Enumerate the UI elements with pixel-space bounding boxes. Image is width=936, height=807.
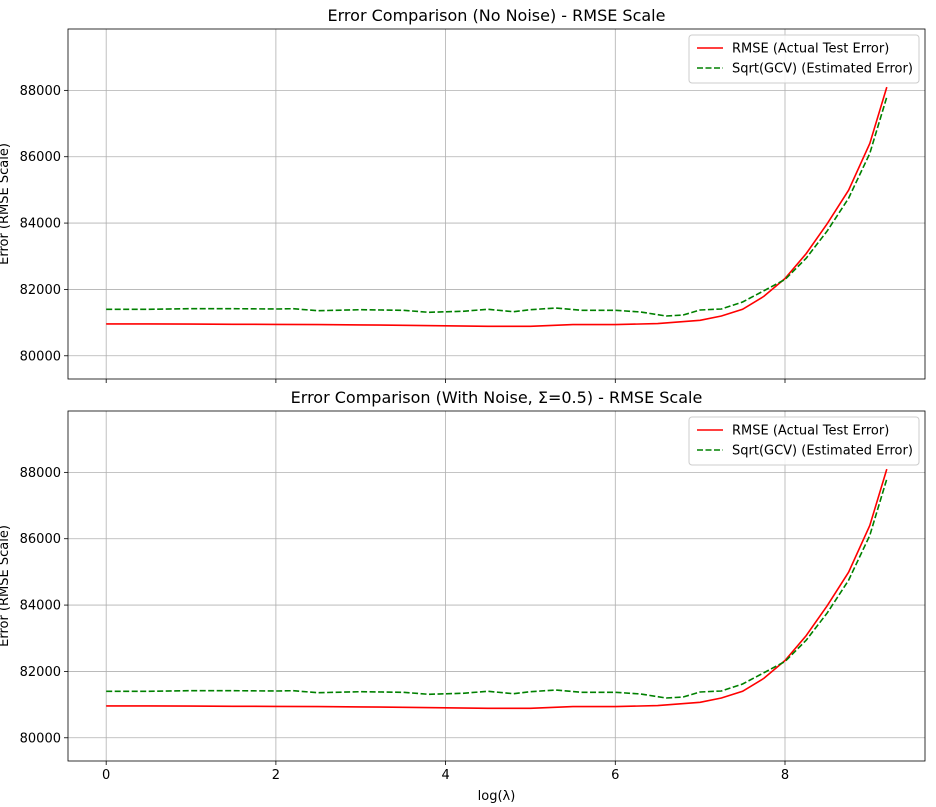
chart-0-legend-label-0: RMSE (Actual Test Error): [732, 42, 889, 57]
chart-1-y-tick-label-2: 84000: [20, 599, 61, 614]
chart-1-x-tick-label-4: 8: [781, 768, 789, 783]
chart-1-series-line-0: [106, 468, 888, 710]
chart-panel-no-noise: 80000 82000 84000 86000 88000 Error Compariso…: [0, 6, 926, 383]
chart-1-x-axis-label: log(λ): [478, 789, 516, 804]
chart-1-y-tick-label-3: 86000: [20, 532, 61, 547]
chart-1-y-tick-label-4: 88000: [20, 466, 61, 481]
chart-1-legend-box: [688, 416, 920, 466]
chart-0-y-tick-label-0: 80000: [20, 349, 61, 364]
chart-0-y-axis-label: Error (RMSE Scale): [0, 143, 12, 265]
chart-1-title: Error Comparison (With Noise, Σ=0.5) - R…: [291, 388, 703, 407]
chart-1-legend-label-0: RMSE (Actual Test Error): [732, 424, 889, 439]
chart-0-title: Error Comparison (No Noise) - RMSE Scale: [328, 6, 666, 25]
chart-0-plot-area: [68, 29, 925, 379]
chart-1-x-tick-label-2: 4: [441, 768, 449, 783]
chart-1-plot-area: [68, 411, 925, 761]
chart-1-legend: RMSE (Actual Test Error) Sqrt(GCV) (Estim…: [688, 416, 920, 466]
chart-1-x-tick-label-1: 2: [272, 768, 280, 783]
chart-1-series-line-1: [106, 478, 888, 699]
chart-0-legend: RMSE (Actual Test Error) Sqrt(GCV) (Estim…: [688, 34, 920, 84]
chart-0-y-tick-label-3: 86000: [20, 150, 61, 165]
chart-1-y-axis-label: Error (RMSE Scale): [0, 525, 12, 647]
chart-0-legend-label-1: Sqrt(GCV) (Estimated Error): [732, 62, 913, 77]
chart-1-legend-label-1: Sqrt(GCV) (Estimated Error): [732, 444, 913, 459]
chart-1-x-tick-label-3: 6: [611, 768, 619, 783]
chart-0-series-line-0: [106, 86, 888, 328]
chart-1-y-tick-label-0: 80000: [20, 731, 61, 746]
chart-0-axes-frame: [67, 28, 926, 380]
chart-1-y-tick-label-1: 82000: [20, 665, 61, 680]
chart-0-y-tick-label-2: 84000: [20, 217, 61, 232]
chart-panel-with-noise: 0 2 4 6 8 80000 82000 84000 86000 88000 Error Comp…: [0, 388, 926, 804]
chart-1-x-tick-label-0: 0: [102, 768, 110, 783]
chart-0-series-line-1: [106, 96, 888, 317]
chart-0-y-tick-label-1: 82000: [20, 283, 61, 298]
chart-0-legend-box: [688, 34, 920, 84]
chart-1-axes-frame: [67, 410, 926, 762]
chart-0-y-tick-label-4: 88000: [20, 84, 61, 99]
